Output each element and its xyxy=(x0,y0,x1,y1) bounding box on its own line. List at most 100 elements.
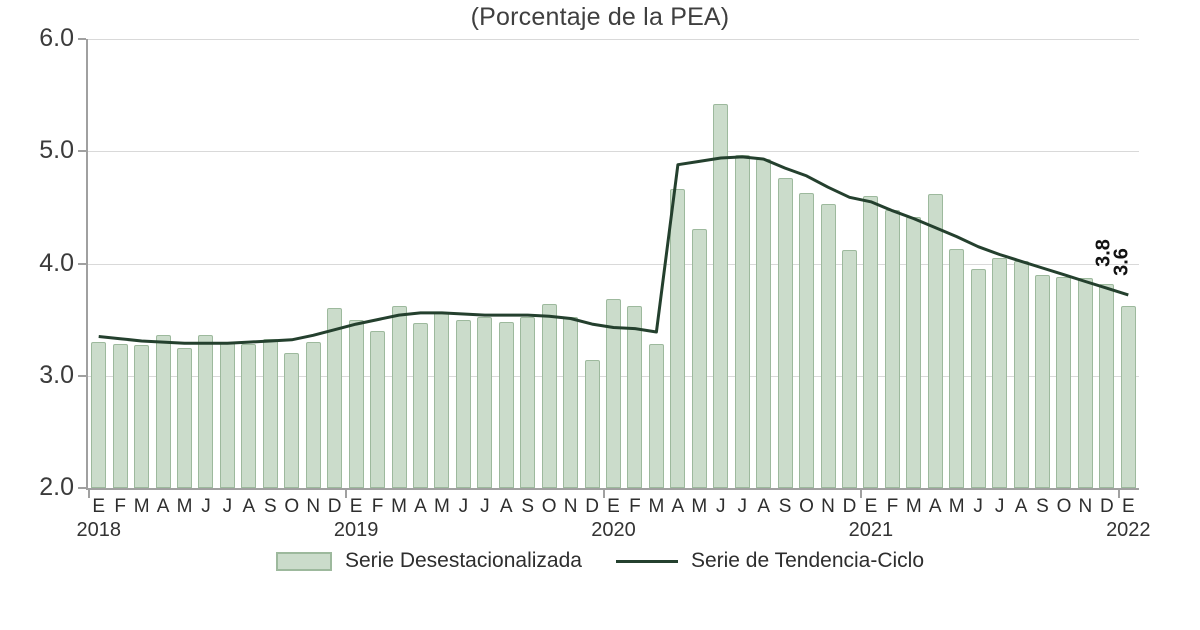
month-label: M xyxy=(691,496,708,517)
bar xyxy=(284,353,300,488)
bar xyxy=(327,308,343,488)
year-label: 2018 xyxy=(76,519,121,541)
month-label: A xyxy=(671,496,685,517)
bar xyxy=(155,335,171,488)
month-label: J xyxy=(222,496,233,517)
month-label: M xyxy=(391,496,407,517)
month-label: N xyxy=(306,496,321,517)
year-label: 2022 xyxy=(1106,519,1151,541)
month-label: D xyxy=(327,496,342,517)
month-label: E xyxy=(1121,496,1135,517)
bar xyxy=(1120,306,1136,488)
month-label: F xyxy=(886,496,899,517)
bar xyxy=(927,193,943,488)
bar xyxy=(648,344,664,488)
month-label: A xyxy=(499,496,513,517)
y-axis-line xyxy=(86,39,88,490)
year-tick xyxy=(602,490,605,498)
month-label: M xyxy=(948,496,965,517)
month-label: J xyxy=(201,496,211,517)
month-label: M xyxy=(133,496,150,517)
bar xyxy=(177,347,193,488)
bar xyxy=(992,257,1008,488)
x-axis-line xyxy=(86,488,1139,490)
month-label: O xyxy=(541,496,557,517)
month-label: A xyxy=(414,496,427,517)
bar xyxy=(627,306,643,488)
bar xyxy=(262,338,278,488)
bar xyxy=(112,344,128,488)
legend-line-swatch xyxy=(615,559,678,563)
month-label: N xyxy=(821,496,835,517)
legend-label: Serie Desestacionalizada xyxy=(344,549,582,572)
y-axis-tick-label: 6.0 xyxy=(39,24,74,52)
month-label: A xyxy=(242,496,256,517)
month-label: J xyxy=(716,496,726,517)
y-axis-tick xyxy=(78,38,86,40)
legend-item-tendencia-ciclo: Serie de Tendencia-Ciclo xyxy=(615,549,925,573)
month-label: F xyxy=(629,496,641,517)
month-label: J xyxy=(973,496,983,517)
bar xyxy=(91,342,107,488)
legend-item-desestacionalizada: Serie Desestacionalizada xyxy=(275,549,582,573)
month-label: O xyxy=(1056,496,1072,517)
month-label: F xyxy=(371,496,384,517)
year-tick xyxy=(88,490,90,498)
bar xyxy=(863,196,879,488)
bar xyxy=(970,269,986,488)
bar xyxy=(498,321,514,488)
y-axis-tick xyxy=(78,374,86,377)
month-label: S xyxy=(778,496,792,517)
month-label: S xyxy=(521,496,535,517)
month-label: M xyxy=(905,496,922,517)
month-label: D xyxy=(1100,496,1114,517)
legend: Serie Desestacionalizada Serie de Tenden… xyxy=(0,549,1200,573)
y-axis-tick-label: 5.0 xyxy=(39,136,74,165)
year-label: 2021 xyxy=(848,519,894,541)
y-axis-tick xyxy=(78,150,86,153)
year-tick xyxy=(1117,490,1120,498)
bar xyxy=(134,345,150,488)
month-label: A xyxy=(757,496,771,517)
year-tick xyxy=(345,490,348,498)
legend-label: Serie de Tendencia-Ciclo xyxy=(690,549,925,572)
year-label: 2020 xyxy=(591,519,636,541)
month-label: M xyxy=(434,496,450,517)
month-label: J xyxy=(994,496,1005,517)
bar xyxy=(1056,276,1072,488)
month-label: E xyxy=(607,496,620,517)
bar xyxy=(799,192,815,488)
bar xyxy=(606,299,622,488)
month-label: O xyxy=(284,496,300,517)
bar xyxy=(820,204,836,488)
month-label: E xyxy=(864,496,878,517)
bar xyxy=(541,303,557,488)
month-label: A xyxy=(928,496,942,517)
bar xyxy=(1077,278,1093,488)
bar xyxy=(198,335,214,488)
gridline xyxy=(88,151,1139,153)
y-axis-tick-label: 2.0 xyxy=(39,473,74,501)
bar xyxy=(949,248,965,488)
trend-line xyxy=(98,155,1129,345)
bar xyxy=(841,250,857,488)
bar xyxy=(412,322,428,488)
chart-title: (Porcentaje de la PEA) xyxy=(470,3,730,31)
bar xyxy=(477,317,493,488)
bar xyxy=(348,319,364,488)
bar xyxy=(1035,274,1051,488)
month-label: J xyxy=(737,496,747,517)
bar xyxy=(584,360,600,488)
bar xyxy=(777,178,793,488)
bar xyxy=(305,342,321,488)
y-axis-tick-label: 3.0 xyxy=(39,360,74,389)
bar xyxy=(520,317,536,488)
bar xyxy=(691,228,707,488)
bar xyxy=(391,306,407,488)
month-label: S xyxy=(1036,496,1049,517)
end-label-bar: 3.6 xyxy=(1110,248,1133,276)
month-label: J xyxy=(458,496,469,517)
month-label: A xyxy=(156,496,170,517)
bar xyxy=(670,189,686,488)
